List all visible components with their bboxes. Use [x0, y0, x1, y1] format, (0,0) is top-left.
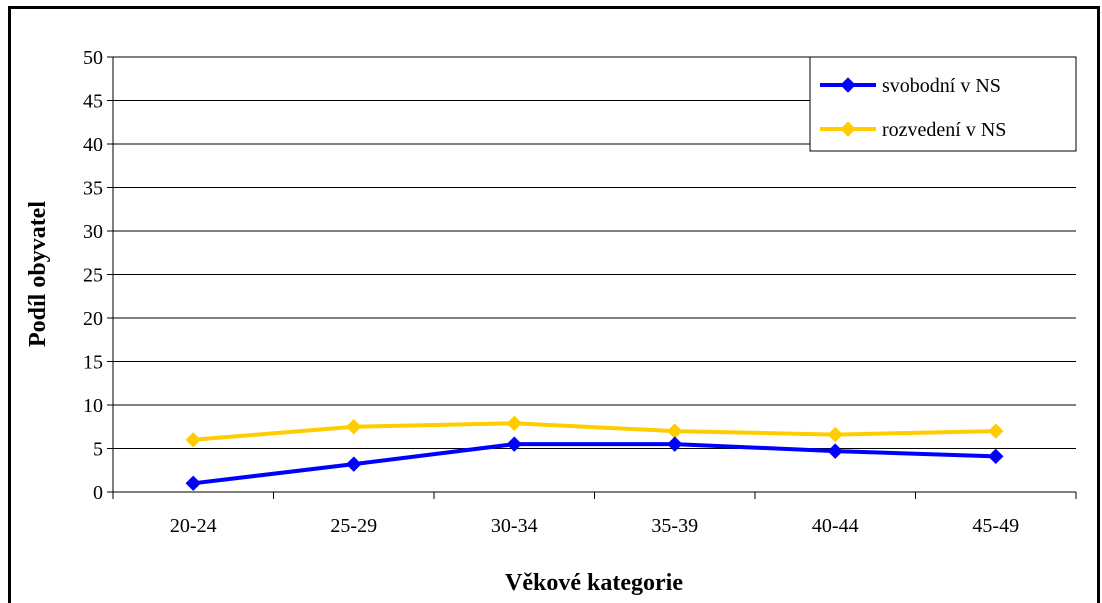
series-svobodní-v-NS [185, 436, 1004, 492]
series [185, 415, 1004, 492]
y-tick-labels: 0 5 10 15 20 25 30 35 40 45 50 [83, 47, 103, 504]
x-tick-label: 40-44 [812, 515, 859, 537]
x-tick-label: 45-49 [972, 515, 1019, 537]
data-point [667, 436, 683, 452]
data-point [346, 456, 362, 472]
x-tick-labels: 20-24 25-29 30-34 35-39 40-44 45-49 [170, 515, 1019, 537]
legend-item: rozvedení v NS [820, 119, 1006, 141]
y-tick-label: 45 [83, 91, 103, 113]
legend-box [809, 56, 1077, 152]
y-tick-label: 50 [83, 47, 103, 69]
legend-label: rozvedení v NS [882, 119, 1006, 141]
x-tick-label: 35-39 [651, 515, 698, 537]
y-tick-label: 25 [83, 265, 103, 287]
x-tick-label: 25-29 [330, 515, 377, 537]
legend: svobodní v NS rozvedení v NS [809, 56, 1077, 152]
x-axis-title: Věkové kategorie [505, 570, 683, 596]
axes [107, 56, 1077, 499]
legend-marker [840, 121, 856, 137]
y-tick-label: 30 [83, 221, 103, 243]
data-point [988, 423, 1004, 439]
series-line [193, 442, 996, 486]
data-point [988, 448, 1004, 465]
y-tick-label: 5 [93, 439, 103, 461]
data-point [506, 436, 522, 452]
legend-label: svobodní v NS [882, 75, 1001, 97]
data-point [667, 423, 683, 439]
legend-item: svobodní v NS [820, 75, 1001, 97]
data-point [346, 419, 362, 435]
y-tick-label: 15 [83, 352, 103, 374]
y-tick-label: 0 [93, 482, 103, 504]
data-point [506, 415, 522, 431]
y-tick-label: 40 [83, 134, 103, 156]
data-point [827, 426, 843, 443]
y-tick-label: 20 [83, 308, 103, 330]
x-tick-label: 30-34 [491, 515, 538, 537]
y-tick-label: 10 [83, 395, 103, 417]
series-rozvedení-v-NS [185, 415, 1004, 448]
y-axis-title: Podíl obyvatel [25, 201, 51, 347]
data-point [185, 475, 201, 492]
series-line [193, 421, 996, 442]
data-point [827, 443, 843, 459]
legend-marker [840, 77, 856, 93]
y-tick-label: 35 [83, 178, 103, 200]
data-point [185, 432, 201, 448]
legend-items: svobodní v NS rozvedení v NS [820, 75, 1006, 141]
x-tick-label: 20-24 [170, 515, 217, 537]
